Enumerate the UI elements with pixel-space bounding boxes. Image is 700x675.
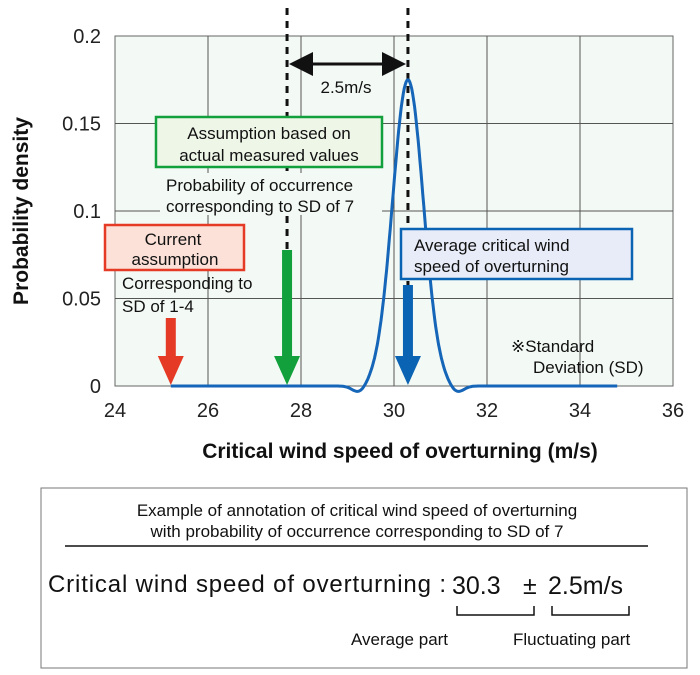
measured-note-line2: corresponding to SD of 7 [166, 197, 354, 216]
average-box-line1: Average critical wind [414, 236, 570, 255]
example-fluct: 2.5m/s [548, 572, 623, 600]
current-box-line1: Current [145, 230, 202, 249]
measured-box-line1: Assumption based on [187, 124, 351, 143]
example-title-line1: Example of annotation of critical wind s… [137, 501, 577, 520]
y-tick-label: 0.1 [73, 201, 101, 223]
average-box-line2: speed of overturning [414, 257, 569, 276]
example-box [40, 487, 688, 669]
y-tick-label: 0.15 [62, 114, 101, 136]
y-tick-label: 0.05 [62, 289, 101, 311]
example-pm: ± [523, 572, 537, 600]
measured-note-line1: Probability of occurrence [166, 176, 353, 195]
current-box [103, 223, 246, 272]
x-tick-label: 26 [197, 400, 219, 422]
example-average: 30.3 [452, 572, 501, 600]
fluct-part-label: Fluctuating part [513, 630, 630, 649]
marker-arrow-shaft [402, 285, 413, 358]
x-axis-label: Critical wind speed of overturning (m/s) [202, 440, 598, 463]
marker-arrow-head [274, 356, 301, 385]
example-label: Critical wind speed of overturning : [48, 571, 446, 598]
x-tick-label: 30 [383, 400, 405, 422]
sd-note-line2: Deviation (SD) [533, 358, 644, 377]
measured-box [154, 115, 384, 169]
average-bracket [456, 606, 535, 616]
x-tick-label: 28 [290, 400, 312, 422]
example-title-line2: with probability of occurrence correspon… [150, 522, 564, 541]
x-tick-label: 32 [476, 400, 498, 422]
current-note-line2: SD of 1-4 [122, 297, 194, 316]
span-label: 2.5m/s [320, 78, 371, 97]
marker-arrow-head [157, 356, 184, 385]
measured-box-line2: actual measured values [179, 146, 359, 165]
x-tick-label: 34 [569, 400, 591, 422]
y-tick-label: 0 [90, 376, 101, 398]
current-note-line1: Corresponding to [122, 274, 252, 293]
density-curve [170, 78, 618, 393]
marker-arrow-head [394, 356, 421, 385]
grid [115, 36, 673, 386]
x-tick-label: 24 [104, 400, 126, 422]
y-ticks: 0 0.05 0.1 0.15 0.2 [62, 26, 101, 398]
current-box-line2: assumption [132, 250, 219, 269]
marker-arrow-shaft [165, 318, 176, 358]
y-tick-label: 0.2 [73, 26, 101, 48]
x-ticks: 24 26 28 30 32 34 36 [104, 400, 684, 422]
fluct-bracket [551, 606, 630, 616]
y-axis-label: Probability density [10, 117, 33, 305]
average-box [399, 227, 634, 281]
average-part-label: Average part [351, 630, 448, 649]
sd-note-line1: ※Standard [511, 337, 594, 356]
x-tick-label: 36 [662, 400, 684, 422]
marker-arrow-shaft [282, 250, 293, 358]
